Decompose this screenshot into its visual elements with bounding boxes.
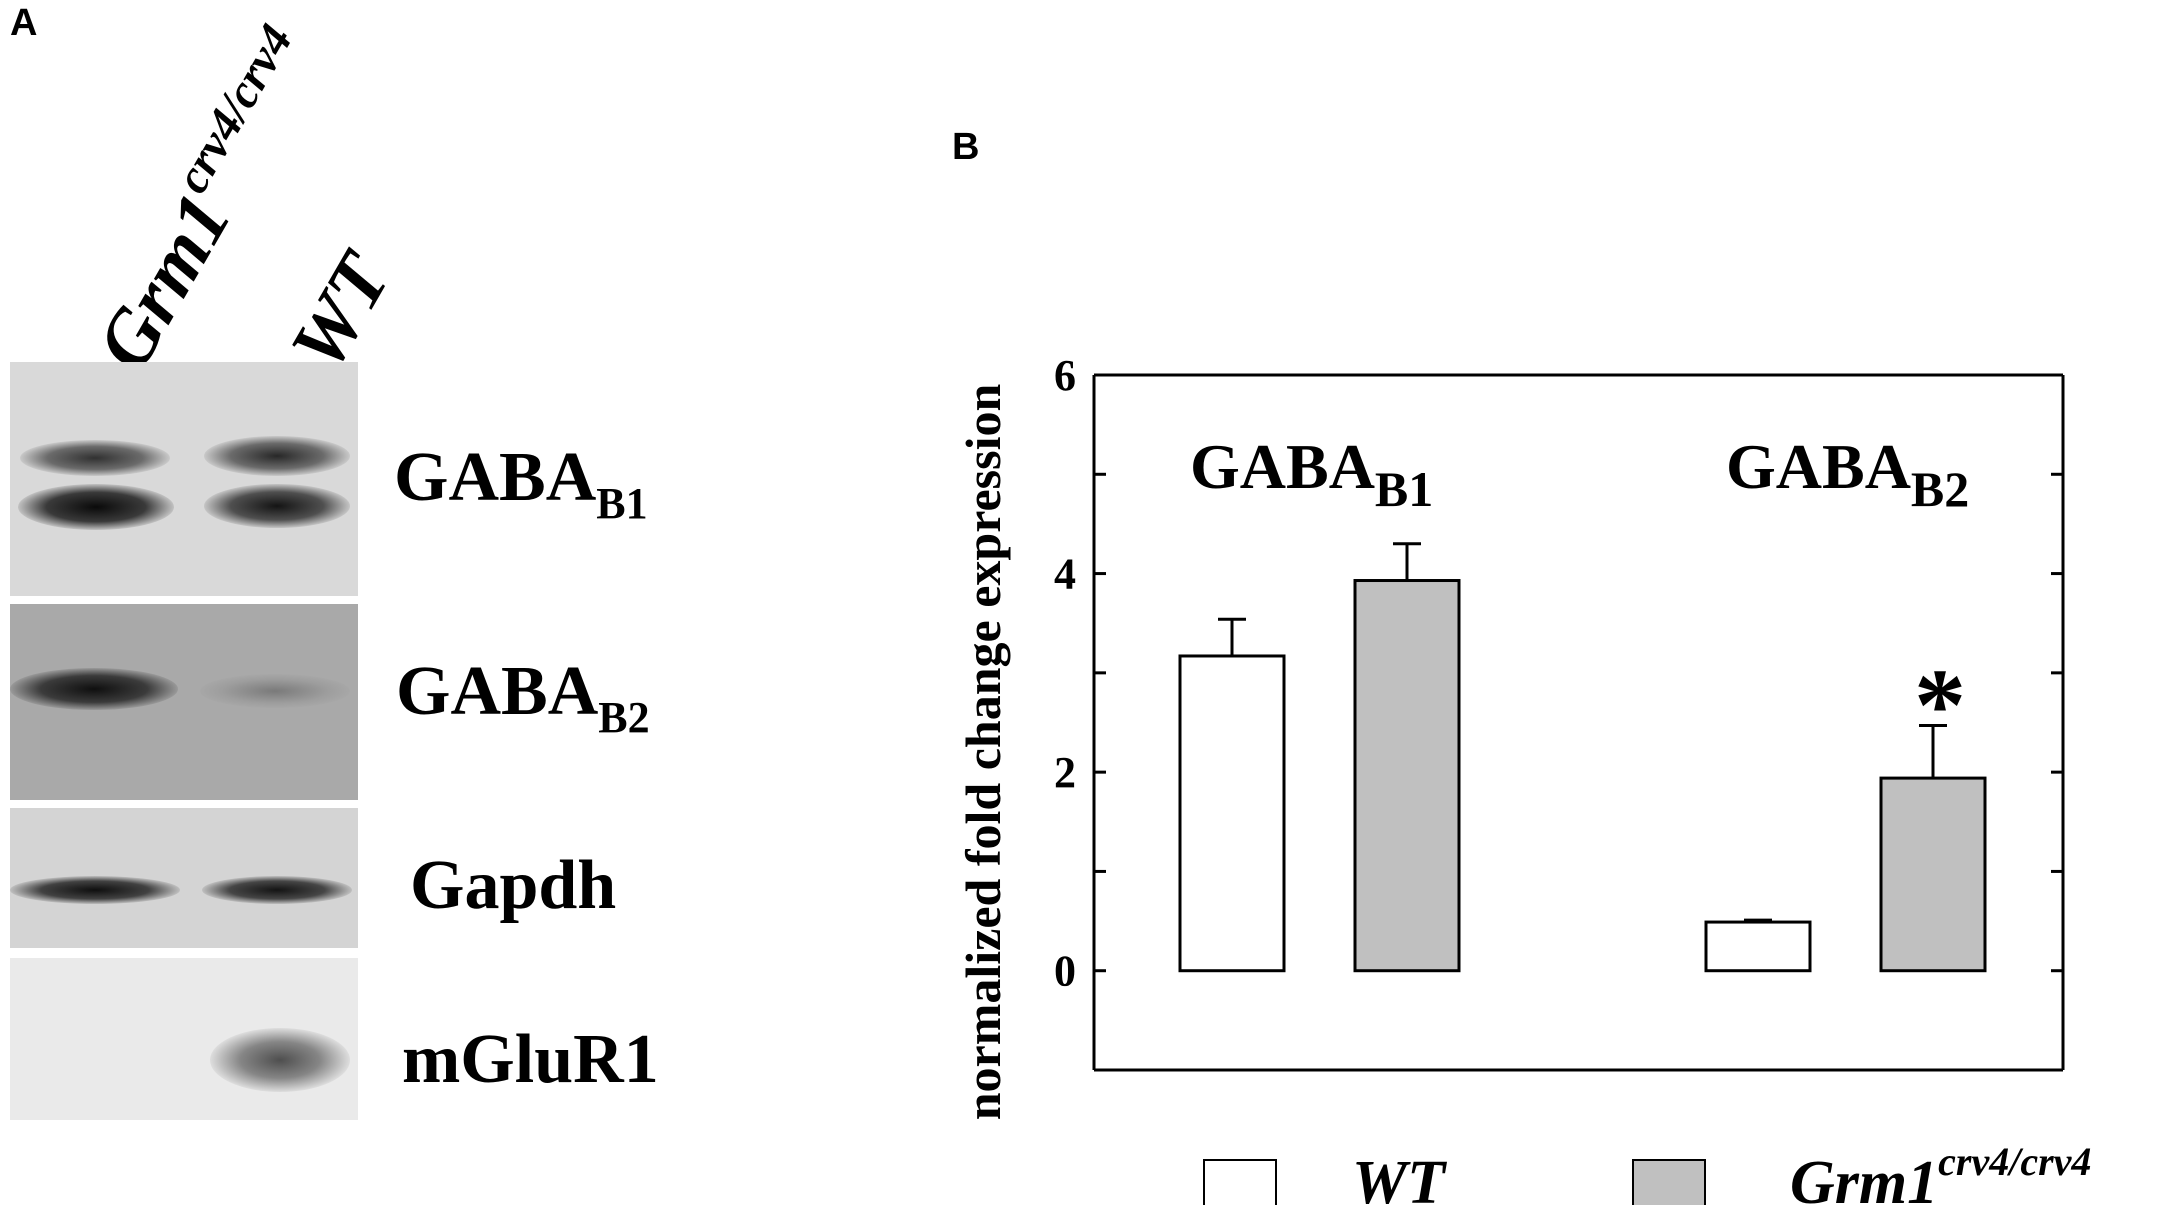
panel-a-label: A [10,2,38,44]
legend-label-mutant-sup: crv4/crv4 [1938,1139,2091,1184]
blot-label-gabab2-sub: B2 [598,693,650,742]
band-gabab1-wt-upper [204,436,350,476]
legend-label-mutant: Grm1crv4/crv4 [1790,1139,2091,1205]
band-gabab1-mutant-upper [20,440,170,476]
bar-wt-group1 [1178,654,1286,973]
blot-gapdh [10,808,358,948]
blot-mglur1 [10,958,358,1120]
band-gabab1-mutant-lower [18,484,174,530]
group-label-gabab1: GABAB1 [1190,431,1433,517]
group-label-gabab2-main: GABA [1726,431,1911,502]
y-tick-label: 0 [1054,947,1076,996]
blot-label-gabab1: GABAB1 [394,438,648,529]
group-label-gabab2-sub: B2 [1911,461,1969,517]
y-tick-label: 4 [1054,550,1076,599]
bar-mutant-group1 [1353,579,1461,973]
y-tick-label: 6 [1054,351,1076,400]
y-axis-label: normalized fold change expression [955,384,1011,1121]
blot-label-gabab1-sub: B1 [596,479,648,528]
group-label-gabab2: GABAB2 [1726,431,1969,517]
band-gapdh-wt [202,876,352,904]
bar-wt-group2 [1704,920,1812,973]
bar-mutant-group2 [1879,776,1987,973]
band-mglur1-wt [210,1028,350,1092]
legend-label-wt: WT [1352,1149,1447,1205]
blot-label-gapdh: Gapdh [410,846,616,926]
legend-swatch-wt [1203,1159,1277,1205]
band-gabab2-mutant [10,668,178,710]
y-ticks: 0 2 4 6 [1054,351,2063,1072]
group-label-gabab1-sub: B1 [1375,461,1433,517]
blot-label-gabab2: GABAB2 [396,652,650,743]
y-tick-label: 2 [1054,748,1076,797]
band-gapdh-mutant [10,876,180,904]
blot-gabab1 [10,362,358,596]
blot-gabab2 [10,604,358,800]
legend-swatch-mutant [1632,1159,1706,1205]
band-gabab1-wt-lower [204,484,350,528]
blot-label-gapdh-main: Gapdh [410,847,617,924]
blot-label-gabab2-main: GABA [396,653,599,730]
blot-label-mglur1: mGluR1 [402,1020,659,1100]
panel-b-label: B [952,126,980,168]
blot-label-gabab1-main: GABA [394,439,597,516]
group-label-gabab1-main: GABA [1190,431,1375,502]
blot-label-mglur1-main: mGluR1 [402,1021,659,1098]
legend-label-mutant-main: Grm1 [1790,1149,1938,1205]
band-gabab2-wt [200,674,350,708]
significance-asterisk: * [1914,648,1966,763]
bars [1178,542,1987,973]
